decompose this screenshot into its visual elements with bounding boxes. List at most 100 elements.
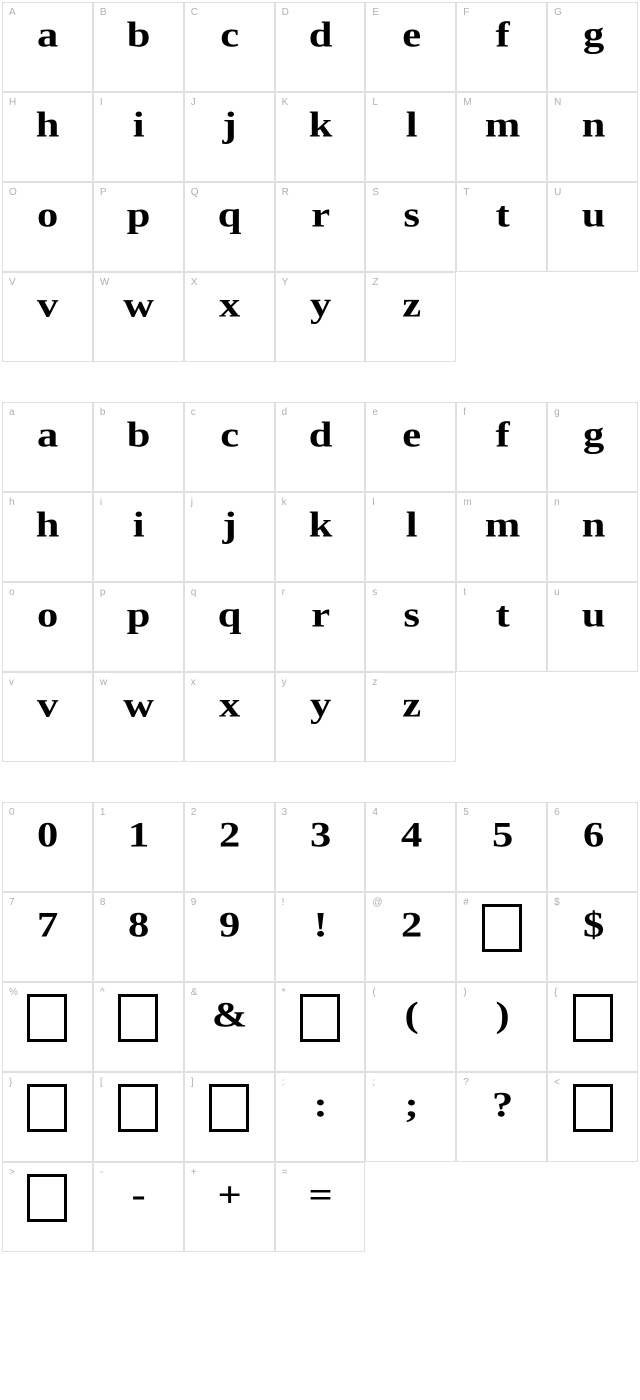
empty-cell (365, 1162, 456, 1252)
char-cell[interactable]: zz (365, 672, 456, 762)
char-cell[interactable]: 88 (93, 892, 184, 982)
key-label: R (282, 187, 289, 198)
char-cell[interactable]: < (547, 1072, 638, 1162)
char-cell[interactable]: Yy (275, 272, 366, 362)
char-cell[interactable]: Ww (93, 272, 184, 362)
char-cell[interactable]: ee (365, 402, 456, 492)
char-cell[interactable]: @2 (365, 892, 456, 982)
char-cell[interactable]: Oo (2, 182, 93, 272)
char-cell[interactable]: xx (184, 672, 275, 762)
glyph: d (309, 416, 331, 456)
missing-glyph-box (573, 1084, 613, 1132)
char-cell[interactable]: 33 (275, 802, 366, 892)
char-cell[interactable]: * (275, 982, 366, 1072)
char-cell[interactable]: nn (547, 492, 638, 582)
char-cell[interactable]: aa (2, 402, 93, 492)
char-cell[interactable]: Ll (365, 92, 456, 182)
glyph: t (495, 596, 508, 636)
char-cell[interactable]: rr (275, 582, 366, 672)
glyph: 2 (219, 816, 239, 856)
char-cell[interactable]: (( (365, 982, 456, 1072)
key-label: Q (191, 187, 199, 198)
char-cell[interactable]: bb (93, 402, 184, 492)
char-cell[interactable]: cc (184, 402, 275, 492)
char-cell[interactable]: oo (2, 582, 93, 672)
char-cell[interactable]: hh (2, 492, 93, 582)
char-cell[interactable]: qq (184, 582, 275, 672)
char-cell[interactable]: && (184, 982, 275, 1072)
glyph: h (36, 106, 58, 146)
char-cell[interactable]: Nn (547, 92, 638, 182)
char-cell[interactable]: 77 (2, 892, 93, 982)
char-cell[interactable]: { (547, 982, 638, 1072)
key-label: m (463, 497, 471, 508)
char-cell[interactable]: Aa (2, 2, 93, 92)
char-cell[interactable]: $$ (547, 892, 638, 982)
char-cell[interactable]: 22 (184, 802, 275, 892)
char-cell[interactable]: :: (275, 1072, 366, 1162)
char-cell[interactable]: ss (365, 582, 456, 672)
char-cell[interactable]: ll (365, 492, 456, 582)
char-cell[interactable]: jj (184, 492, 275, 582)
char-cell[interactable]: 55 (456, 802, 547, 892)
char-cell[interactable]: Zz (365, 272, 456, 362)
char-cell[interactable]: 00 (2, 802, 93, 892)
char-cell[interactable]: Mm (456, 92, 547, 182)
char-cell[interactable]: 44 (365, 802, 456, 892)
char-cell[interactable]: > (2, 1162, 93, 1252)
char-cell[interactable]: 11 (93, 802, 184, 892)
char-cell[interactable]: )) (456, 982, 547, 1072)
char-cell[interactable]: Uu (547, 182, 638, 272)
char-cell[interactable]: Ss (365, 182, 456, 272)
char-cell[interactable]: ++ (184, 1162, 275, 1252)
char-cell[interactable]: -- (93, 1162, 184, 1252)
char-cell[interactable]: Jj (184, 92, 275, 182)
char-cell[interactable]: 99 (184, 892, 275, 982)
char-cell[interactable]: pp (93, 582, 184, 672)
key-label: s (372, 587, 377, 598)
char-cell[interactable]: Pp (93, 182, 184, 272)
glyph: s (403, 196, 418, 236)
char-cell[interactable]: Kk (275, 92, 366, 182)
char-cell[interactable]: Cc (184, 2, 275, 92)
char-cell[interactable]: Dd (275, 2, 366, 92)
char-cell[interactable]: ii (93, 492, 184, 582)
char-cell[interactable]: Ff (456, 2, 547, 92)
char-cell[interactable]: Tt (456, 182, 547, 272)
char-cell[interactable]: yy (275, 672, 366, 762)
char-cell[interactable]: ww (93, 672, 184, 762)
glyph: t (495, 196, 508, 236)
char-cell[interactable]: Ee (365, 2, 456, 92)
char-cell[interactable]: ;; (365, 1072, 456, 1162)
char-cell[interactable]: Bb (93, 2, 184, 92)
char-cell[interactable]: Gg (547, 2, 638, 92)
char-cell[interactable]: tt (456, 582, 547, 672)
char-cell[interactable]: Ii (93, 92, 184, 182)
glyph: a (37, 416, 57, 456)
char-cell[interactable]: vv (2, 672, 93, 762)
char-cell[interactable]: Qq (184, 182, 275, 272)
char-cell[interactable]: uu (547, 582, 638, 672)
char-cell[interactable]: Rr (275, 182, 366, 272)
char-cell[interactable]: mm (456, 492, 547, 582)
char-cell[interactable]: 66 (547, 802, 638, 892)
char-cell[interactable]: ?? (456, 1072, 547, 1162)
char-cell[interactable]: ff (456, 402, 547, 492)
char-cell[interactable]: !! (275, 892, 366, 982)
glyph: j (223, 106, 236, 146)
char-cell[interactable]: ^ (93, 982, 184, 1072)
char-cell[interactable]: gg (547, 402, 638, 492)
char-cell[interactable]: Hh (2, 92, 93, 182)
char-cell[interactable]: == (275, 1162, 366, 1252)
char-cell[interactable]: kk (275, 492, 366, 582)
char-cell[interactable]: Xx (184, 272, 275, 362)
char-cell[interactable]: # (456, 892, 547, 982)
char-cell[interactable]: Vv (2, 272, 93, 362)
char-cell[interactable]: [ (93, 1072, 184, 1162)
key-label: I (100, 97, 103, 108)
char-cell[interactable]: ] (184, 1072, 275, 1162)
char-cell[interactable]: } (2, 1072, 93, 1162)
key-label: 3 (282, 807, 288, 818)
char-cell[interactable]: % (2, 982, 93, 1072)
char-cell[interactable]: dd (275, 402, 366, 492)
